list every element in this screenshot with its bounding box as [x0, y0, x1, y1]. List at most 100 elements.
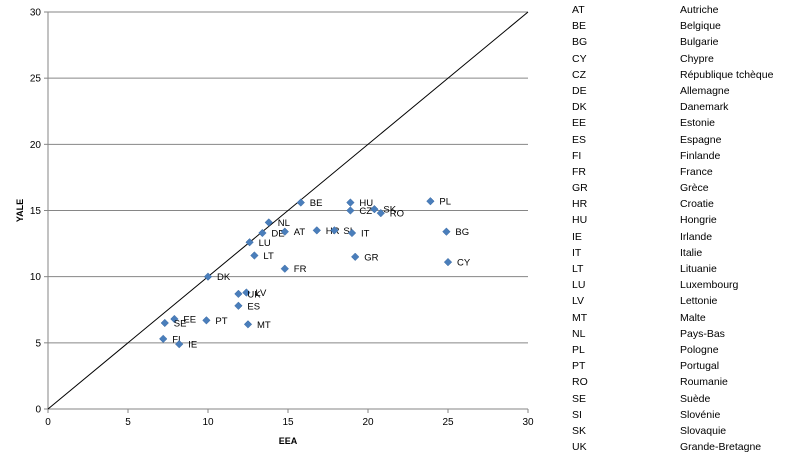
legend-row: SE Suède — [560, 391, 796, 407]
data-label-lt: LT — [263, 251, 274, 262]
legend-code: NL — [572, 327, 586, 340]
data-label-hu: HU — [359, 198, 373, 209]
legend-code: EE — [572, 117, 587, 130]
legend-country-name: Autriche — [680, 4, 719, 16]
data-label-lu: LU — [259, 238, 271, 249]
data-label-sk: SK — [383, 205, 396, 216]
x-tick-label: 25 — [442, 417, 454, 428]
data-label-lv: LV — [255, 288, 267, 299]
legend-row: FI Finlande — [560, 148, 796, 164]
legend-code: GR — [572, 182, 588, 195]
country-code-legend: AT Autriche BE Belgique BG Bulgarie CY Chypre CZ… — [560, 2, 796, 455]
data-point-es — [234, 301, 243, 310]
legend-country-name: Bulgarie — [680, 36, 719, 49]
legend-country-name: Lettonie — [680, 295, 718, 308]
y-tick-label: 10 — [30, 272, 42, 283]
legend-country-name: Grande-Bretagne — [680, 441, 762, 454]
legend-country-name: Espagne — [680, 133, 722, 146]
legend-code: LV — [572, 295, 585, 308]
data-point-pl — [426, 197, 435, 206]
legend-code: UK — [572, 441, 587, 454]
legend-country-name: Italie — [680, 246, 703, 259]
legend-country-name: Grèce — [680, 182, 709, 195]
data-point-bg — [442, 227, 451, 236]
legend-row: BE Belgique — [560, 18, 796, 34]
legend-country-name: Finlande — [680, 149, 721, 162]
legend-country-name: Belgique — [680, 20, 721, 33]
legend-row: AT Autriche — [560, 2, 796, 18]
data-point-cz — [346, 206, 355, 215]
data-point-cy — [443, 257, 453, 267]
data-label-de: DE — [271, 228, 284, 239]
y-tick-label: 5 — [35, 338, 41, 349]
legend-code: DK — [572, 101, 587, 114]
y-tick-label: 30 — [30, 8, 42, 19]
legend-country-name: Malte — [680, 311, 706, 324]
legend-code: LT — [572, 263, 584, 275]
data-point-uk — [234, 289, 243, 299]
legend-country-name: Pays-Bas — [680, 327, 725, 340]
data-label-se: SE — [174, 318, 187, 329]
legend-row: IE Irlande — [560, 229, 796, 245]
legend-code: SK — [572, 424, 587, 437]
data-label-es: ES — [247, 301, 260, 312]
data-point-dk — [203, 272, 213, 281]
legend-code: HU — [572, 214, 588, 227]
data-label-bg: BG — [455, 227, 469, 238]
data-point-de — [258, 228, 267, 238]
legend-code: SI — [572, 408, 582, 421]
legend-row: DK Danemark — [560, 99, 796, 115]
legend-country-name: Hongrie — [680, 214, 717, 227]
data-label-pt: PT — [215, 316, 227, 327]
legend-country-name: Croatie — [680, 198, 714, 211]
y-axis-title: YALE — [15, 199, 25, 222]
data-point-gr — [351, 252, 360, 261]
data-point-ie — [175, 340, 184, 349]
y-tick-label: 20 — [30, 140, 42, 151]
legend-row: FR France — [560, 164, 796, 180]
scatter-chart: 0 5 10 15 20 25 30 0 5 10 15 20 25 30 EEA YALE BE HU PL CZ S… — [15, 8, 534, 447]
legend-code: BE — [572, 20, 587, 33]
data-label-gr: GR — [364, 252, 378, 263]
legend-country-name: Portugal — [680, 360, 720, 373]
legend-code: RO — [572, 376, 588, 389]
legend-code: FR — [572, 165, 586, 178]
legend-row: BG Bulgarie — [560, 34, 796, 50]
legend-code: SE — [572, 392, 587, 405]
data-point-hu — [346, 198, 355, 207]
y-tick-label: 15 — [30, 206, 42, 217]
x-tick-label: 30 — [522, 417, 534, 428]
legend-country-name: Slovaquie — [680, 424, 727, 437]
data-label-dk: DK — [217, 272, 231, 283]
data-point-lt — [250, 251, 259, 260]
x-tick-label: 10 — [202, 417, 214, 428]
data-label-ro: RO — [390, 209, 404, 220]
legend-row: CZ République tchèque — [560, 67, 796, 83]
legend-row: IT Italie — [560, 245, 796, 261]
legend-row: RO Roumanie — [560, 374, 796, 390]
legend-country-name: Pologne — [680, 343, 719, 356]
data-label-it: IT — [361, 228, 370, 239]
legend-row: LT Lituanie — [560, 261, 796, 277]
legend-code: CY — [572, 52, 587, 65]
legend-code: LU — [572, 279, 586, 292]
legend-row: PT Portugal — [560, 358, 796, 374]
legend-row: DE Allemagne — [560, 83, 796, 99]
data-point-be — [296, 198, 305, 207]
legend-country-name: Luxembourg — [680, 279, 739, 292]
x-axis-title: EEA — [279, 436, 298, 446]
y-tick-label: 0 — [35, 405, 41, 416]
legend-code: CZ — [572, 68, 586, 81]
legend-code: IT — [572, 246, 582, 259]
legend-row: UK Grande-Bretagne — [560, 439, 796, 455]
data-point-ro — [376, 208, 385, 218]
legend-code: PL — [572, 343, 585, 356]
legend-row: PL Pologne — [560, 342, 796, 358]
legend-code: PT — [572, 360, 586, 373]
data-point-mt — [243, 320, 253, 329]
legend-code: BG — [572, 36, 588, 49]
legend-country-name: Slovénie — [680, 408, 721, 421]
legend-row: HR Croatie — [560, 196, 796, 212]
data-label-fi: FI — [172, 334, 180, 345]
data-label-pl: PL — [439, 197, 451, 208]
